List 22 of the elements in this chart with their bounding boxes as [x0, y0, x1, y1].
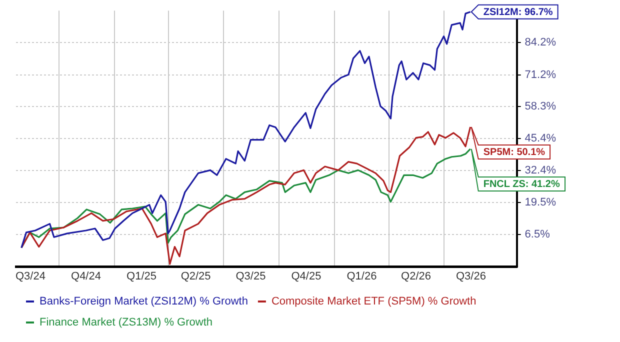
annotation: FNCL ZS: 41.2% [483, 179, 560, 190]
x-tick-label: Q3/25 [236, 270, 266, 282]
y-tick-label: 84.2% [524, 36, 556, 49]
x-tick-label: Q2/26 [401, 270, 432, 282]
legend-label: Banks-Foreign Market (ZSI12M) % Growth [40, 296, 248, 308]
x-tick-label: Q3/24 [15, 270, 46, 282]
annotation: SP5M: 50.1% [483, 147, 546, 158]
y-tick-label: 6.5% [524, 228, 550, 241]
x-tick-label: Q1/26 [346, 270, 377, 282]
x-tick-label: Q2/25 [180, 270, 211, 282]
legend-label: Finance Market (ZS13M) % Growth [40, 316, 212, 329]
y-tick-label: 32.4% [524, 164, 556, 177]
x-tick-label: Q3/26 [456, 270, 486, 282]
x-tick-label: Q1/25 [126, 270, 156, 282]
y-tick-label: 19.5% [524, 196, 556, 209]
y-tick-label: 58.3% [524, 100, 556, 113]
x-tick-label: Q4/24 [71, 270, 101, 282]
x-tick-label: Q4/25 [291, 270, 322, 282]
annotation: ZSI12M: 96.7% [483, 7, 553, 18]
y-tick-label: 71.2% [524, 68, 556, 81]
y-tick-label: 45.4% [524, 132, 556, 145]
legend-label: Composite Market ETF (SP5M) % Growth [271, 296, 476, 308]
